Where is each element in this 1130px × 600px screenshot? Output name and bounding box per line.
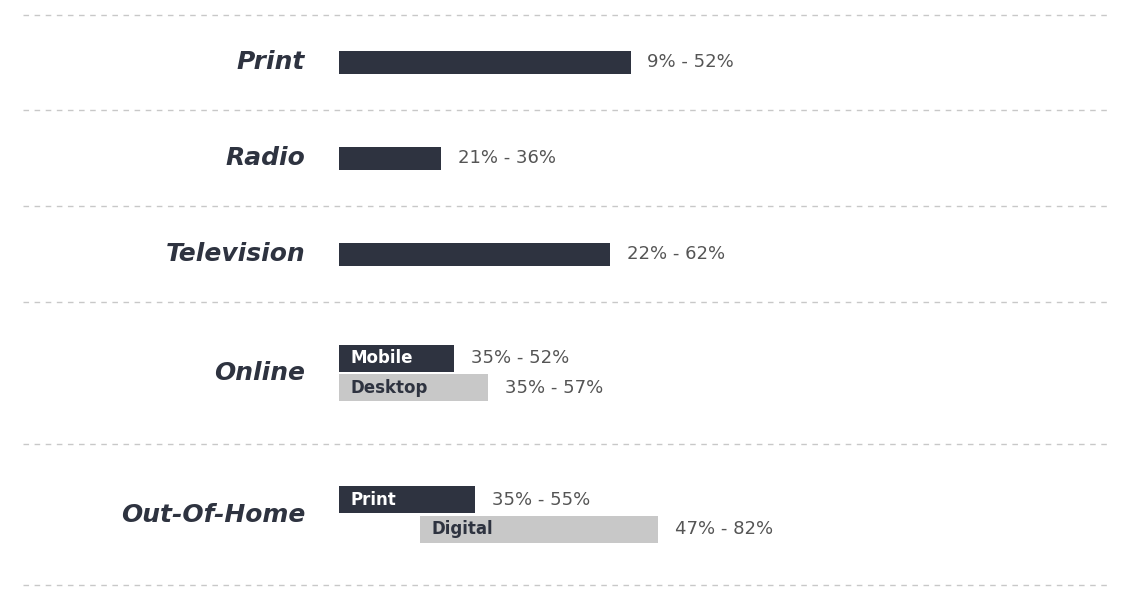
Bar (339, 242, 610, 265)
Text: 35% - 55%: 35% - 55% (492, 491, 590, 509)
Bar (339, 146, 441, 170)
Bar (339, 344, 454, 371)
Text: 21% - 36%: 21% - 36% (458, 149, 556, 167)
Bar (339, 487, 475, 514)
Text: Print: Print (236, 50, 305, 74)
Text: Television: Television (165, 242, 305, 266)
Bar (420, 516, 658, 543)
Text: Radio: Radio (225, 146, 305, 170)
Bar (339, 51, 631, 74)
Text: Out-Of-Home: Out-Of-Home (121, 503, 305, 527)
Text: 47% - 82%: 47% - 82% (675, 520, 773, 538)
Text: 35% - 52%: 35% - 52% (471, 349, 570, 367)
Text: 35% - 57%: 35% - 57% (505, 379, 603, 397)
Text: Mobile: Mobile (350, 349, 412, 367)
Text: Online: Online (214, 361, 305, 385)
Text: 9% - 52%: 9% - 52% (647, 53, 734, 71)
Text: Print: Print (350, 491, 396, 509)
Bar (339, 374, 488, 401)
Text: Digital: Digital (432, 520, 494, 538)
Text: 22% - 62%: 22% - 62% (627, 245, 725, 263)
Text: Desktop: Desktop (350, 379, 427, 397)
